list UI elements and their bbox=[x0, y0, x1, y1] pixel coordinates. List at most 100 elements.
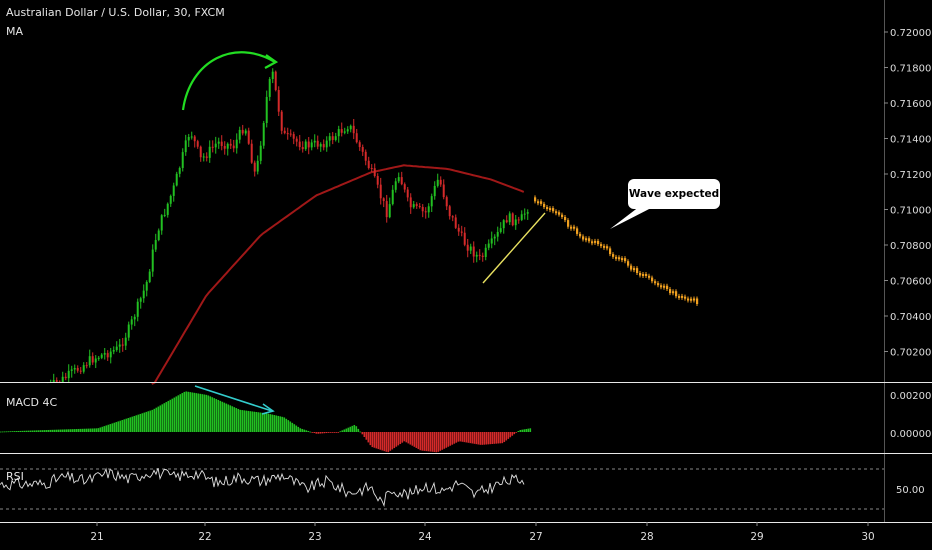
price-candle bbox=[277, 90, 280, 112]
macd-histogram-bar bbox=[137, 414, 140, 432]
macd-histogram-bar bbox=[447, 432, 450, 447]
macd-histogram-bar bbox=[227, 404, 230, 432]
time-tick-label: 29 bbox=[750, 531, 763, 543]
macd-histogram-bar bbox=[215, 399, 218, 432]
projection-candle bbox=[696, 298, 699, 305]
projection-candle bbox=[684, 296, 687, 299]
price-candle bbox=[289, 133, 292, 135]
projection-candle bbox=[558, 212, 561, 215]
price-candle bbox=[67, 370, 70, 379]
macd-histogram-bar bbox=[475, 432, 478, 445]
price-candle bbox=[151, 249, 154, 272]
macd-histogram-bar bbox=[197, 393, 200, 432]
macd-histogram-bar bbox=[43, 430, 46, 432]
price-candle bbox=[364, 151, 367, 161]
price-candle bbox=[121, 344, 124, 346]
macd-histogram-bar bbox=[299, 428, 302, 432]
macd-histogram-bar bbox=[181, 393, 184, 432]
macd-histogram-bar bbox=[91, 428, 94, 432]
macd-histogram-bar bbox=[293, 424, 296, 432]
price-candle bbox=[421, 206, 424, 212]
price-candle bbox=[427, 206, 430, 213]
macd-histogram-bar bbox=[55, 429, 58, 432]
macd-histogram-bar bbox=[207, 395, 210, 432]
price-tick-label: 0.71400 bbox=[890, 135, 931, 146]
macd-histogram-bar bbox=[265, 413, 268, 432]
price-candle bbox=[397, 177, 400, 182]
macd-histogram-bar bbox=[417, 432, 420, 450]
macd-histogram-bar bbox=[65, 429, 68, 432]
macd-histogram-bar bbox=[93, 428, 96, 432]
price-candle bbox=[379, 184, 382, 199]
macd-panel-label: MACD 4C bbox=[6, 396, 58, 409]
macd-histogram-bar bbox=[251, 411, 254, 432]
macd-histogram-bar bbox=[115, 422, 118, 432]
macd-histogram-bar bbox=[283, 417, 286, 432]
projection-candle bbox=[570, 226, 573, 229]
price-candle bbox=[70, 369, 73, 371]
projection-candle bbox=[606, 246, 609, 249]
price-candle bbox=[232, 145, 235, 149]
macd-histogram-bar bbox=[369, 432, 372, 446]
price-candle bbox=[100, 354, 103, 358]
projection-candle bbox=[546, 207, 549, 210]
callout-pointer bbox=[610, 206, 655, 229]
macd-histogram-bar bbox=[19, 430, 22, 432]
macd-histogram-bar bbox=[271, 414, 274, 432]
price-candle bbox=[355, 133, 358, 143]
price-candle bbox=[319, 144, 322, 147]
macd-histogram-bar bbox=[199, 393, 202, 432]
projection-candle bbox=[594, 240, 597, 243]
macd-histogram-bar bbox=[177, 395, 180, 432]
price-candle bbox=[502, 220, 505, 229]
price-candle bbox=[349, 125, 352, 130]
macd-histogram-bar bbox=[529, 428, 532, 432]
macd-histogram-bar bbox=[105, 425, 108, 432]
projection-candle bbox=[540, 201, 543, 204]
macd-histogram-bar bbox=[117, 421, 120, 432]
macd-histogram-bar bbox=[27, 430, 30, 432]
macd-histogram-bar bbox=[127, 417, 130, 432]
price-candle bbox=[517, 219, 520, 221]
chart-title: Australian Dollar / U.S. Dollar, 30, FXC… bbox=[6, 6, 225, 19]
macd-histogram-bar bbox=[363, 432, 366, 438]
time-tick-label: 21 bbox=[90, 531, 103, 543]
macd-histogram-bar bbox=[427, 432, 430, 452]
price-candle bbox=[193, 136, 196, 142]
projection-candle bbox=[636, 268, 639, 274]
price-candle bbox=[325, 140, 328, 148]
macd-histogram-bar bbox=[187, 391, 190, 432]
macd-histogram-bar bbox=[305, 430, 308, 432]
projection-candle bbox=[624, 258, 627, 262]
macd-histogram-bar bbox=[403, 432, 406, 442]
macd-histogram-bar bbox=[121, 420, 124, 432]
macd-histogram-bar bbox=[237, 408, 240, 432]
price-candle bbox=[370, 168, 373, 170]
macd-histogram-bar bbox=[39, 430, 42, 432]
macd-histogram-bar bbox=[527, 428, 530, 432]
price-candle bbox=[226, 143, 229, 149]
price-candle bbox=[250, 143, 253, 163]
macd-histogram-bar bbox=[351, 425, 354, 432]
price-candle bbox=[76, 368, 79, 371]
macd-histogram-bar bbox=[405, 432, 408, 443]
price-candle bbox=[448, 206, 451, 217]
price-candle bbox=[172, 185, 175, 196]
macd-histogram-bar bbox=[161, 404, 164, 432]
macd-histogram-bar bbox=[495, 432, 498, 444]
price-candle bbox=[61, 376, 64, 382]
macd-histogram-bar bbox=[261, 412, 264, 432]
macd-histogram-bar bbox=[445, 432, 448, 448]
price-candle bbox=[376, 176, 379, 185]
price-candle bbox=[511, 213, 514, 226]
macd-histogram-bar bbox=[311, 432, 314, 433]
projection-candle bbox=[666, 285, 669, 290]
macd-tick-label: 0.00200 bbox=[890, 391, 931, 402]
price-candle bbox=[196, 141, 199, 147]
price-candle bbox=[508, 213, 511, 223]
price-candle bbox=[229, 143, 232, 146]
macd-histogram-bar bbox=[83, 428, 86, 432]
price-candle bbox=[124, 337, 127, 346]
macd-histogram-bar bbox=[67, 429, 70, 432]
